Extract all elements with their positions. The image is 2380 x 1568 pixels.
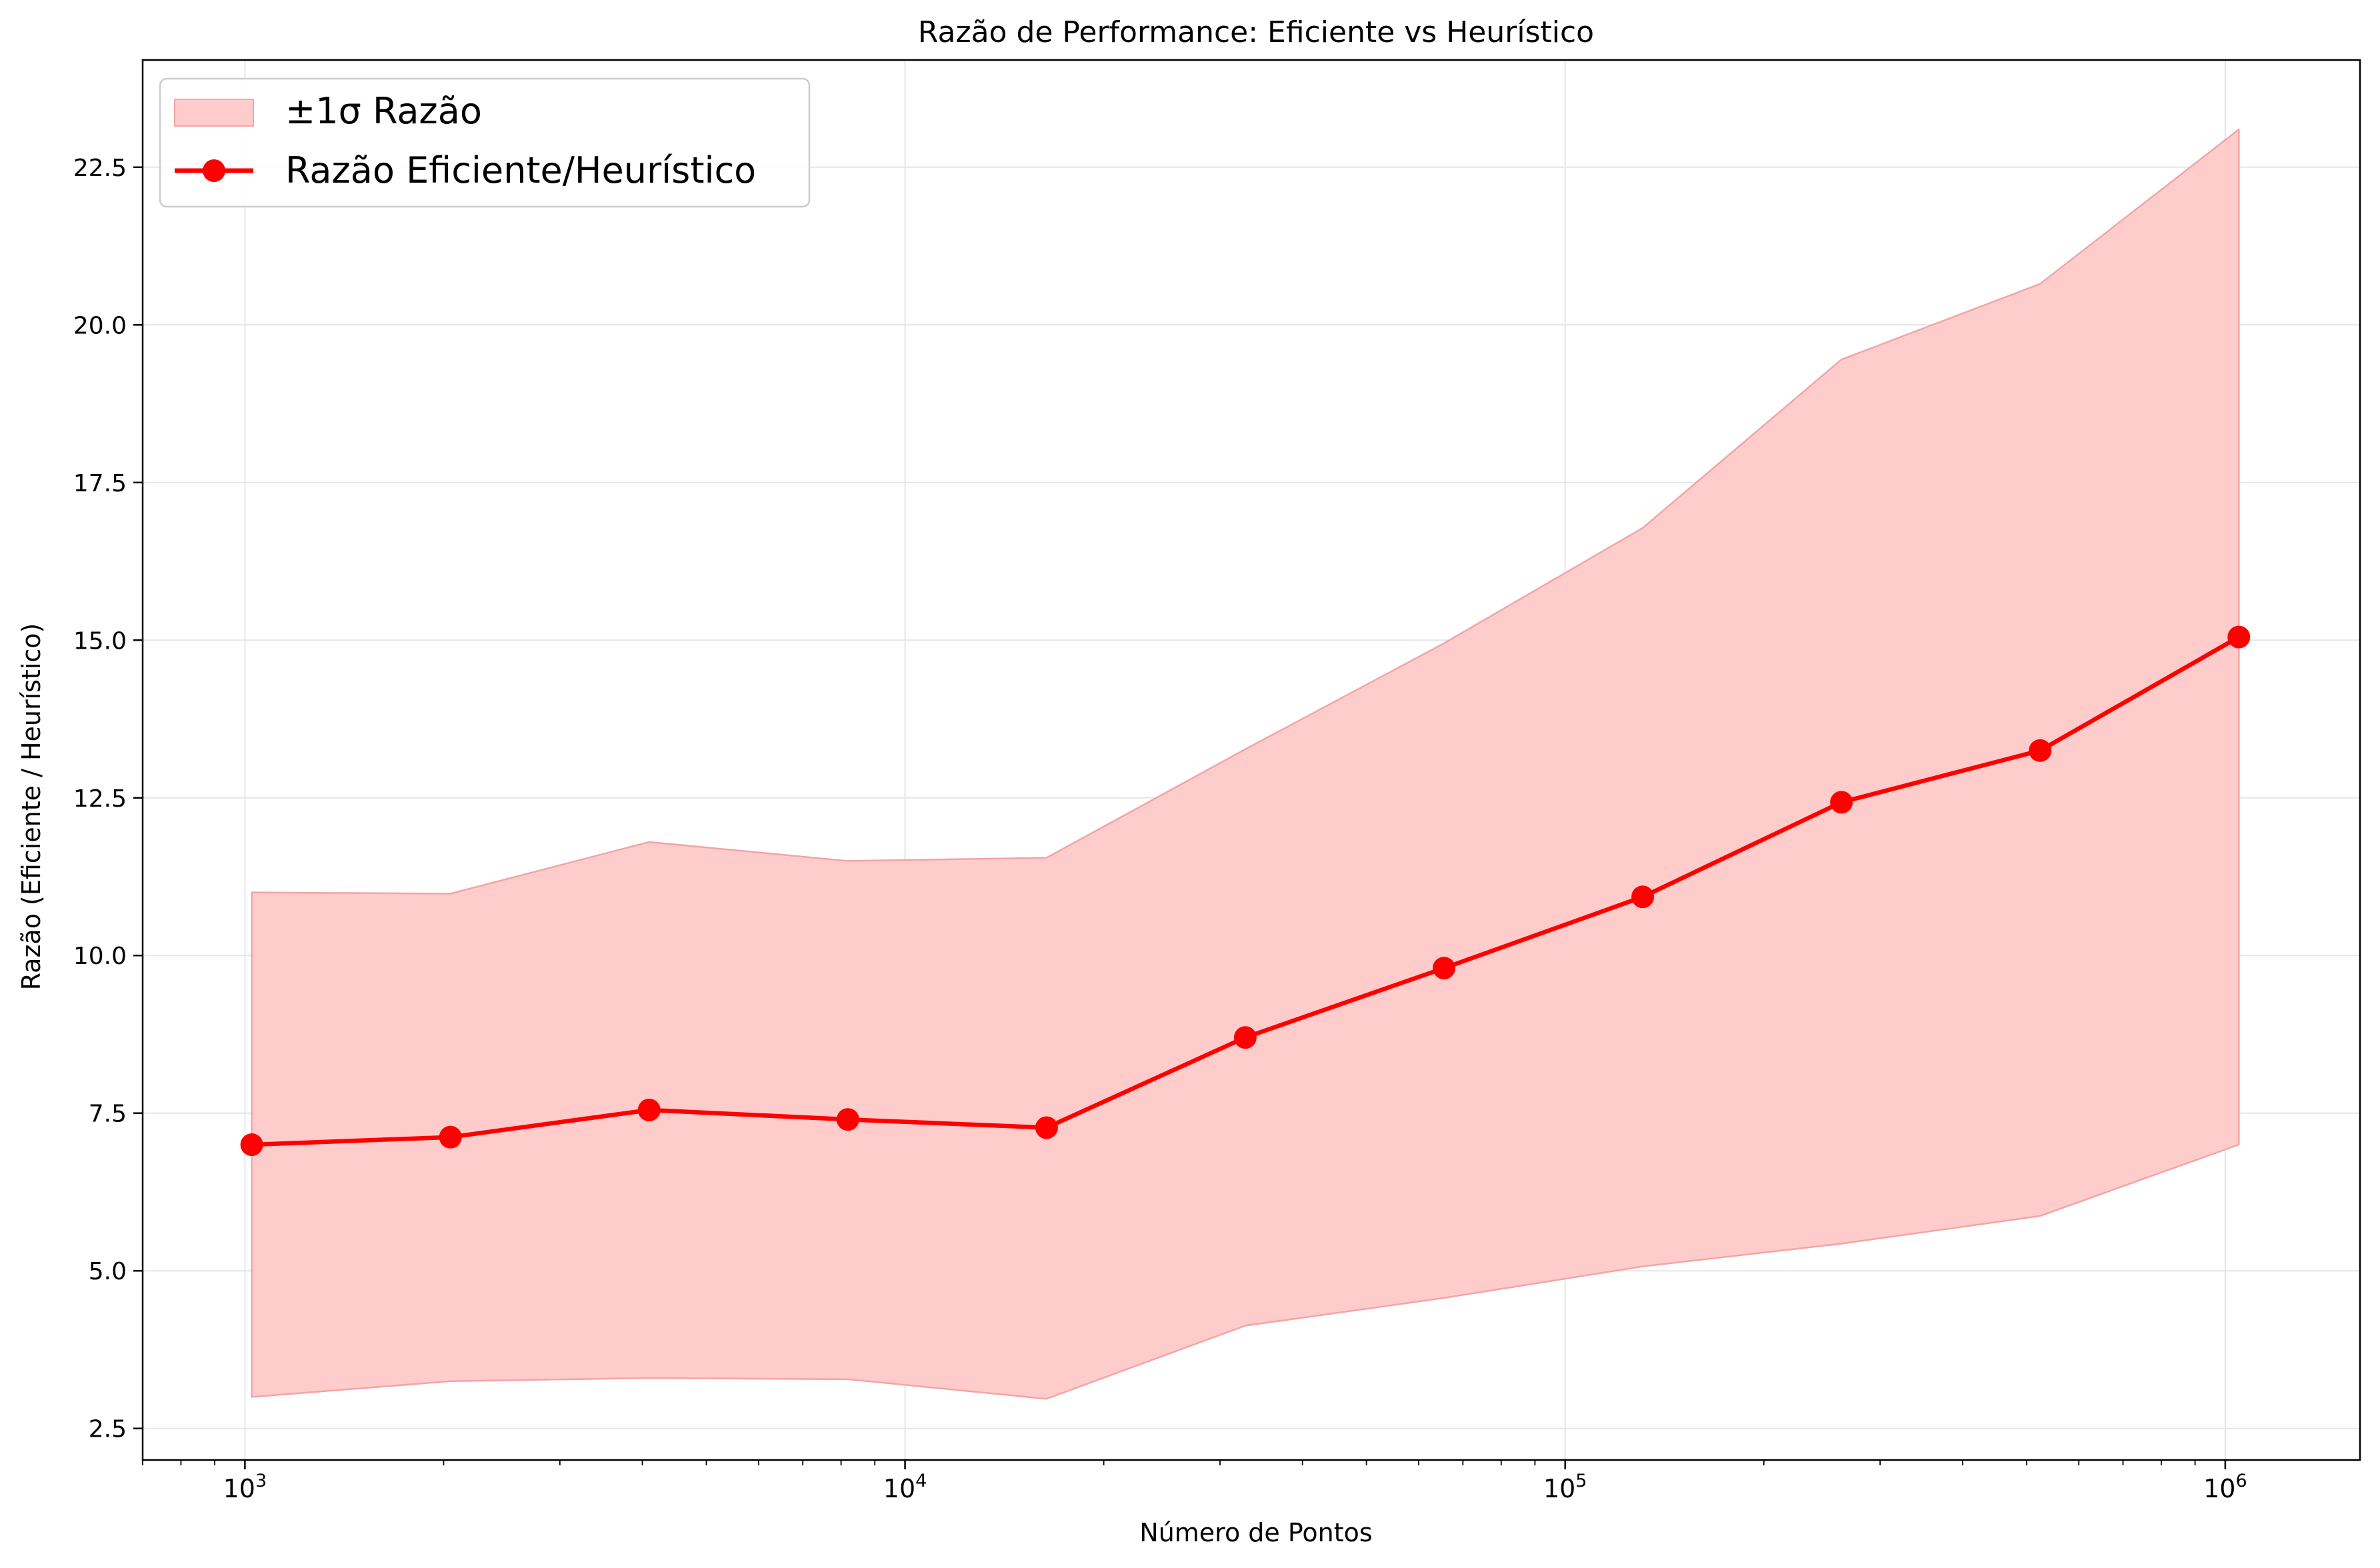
ratio-series	[240, 625, 2251, 1157]
x-tick-label: 106	[2203, 1471, 2247, 1503]
y-tick-label: 12.5	[73, 785, 127, 813]
y-tick-label: 17.5	[73, 470, 127, 497]
ratio-point	[2029, 739, 2052, 762]
x-tick-label: 105	[1543, 1471, 1587, 1503]
x-tick-label: 103	[223, 1471, 267, 1503]
x-axis-label: Número de Pontos	[1139, 1518, 1372, 1547]
ratio-point	[2227, 625, 2251, 649]
y-tick-label: 15.0	[73, 627, 127, 655]
ratio-point	[1233, 1026, 1257, 1049]
y-tick-label: 22.5	[73, 155, 127, 182]
y-tick-label: 10.0	[73, 943, 127, 970]
y-tick-label: 7.5	[89, 1101, 127, 1128]
ratio-point	[240, 1133, 263, 1157]
legend-marker-icon	[203, 159, 225, 182]
chart-title: Razão de Performance: Eficiente vs Heurí…	[918, 15, 1594, 49]
x-tick-label: 104	[883, 1471, 927, 1503]
ticks	[133, 166, 2227, 1469]
ratio-point	[1631, 885, 1655, 909]
axes-frame	[141, 59, 2361, 1461]
legend-box	[159, 77, 811, 208]
legend-line-label: Razão Eficiente/Heurístico	[285, 149, 756, 191]
legend: ±1σ Razão Razão Eficiente/Heurístico	[159, 77, 811, 208]
y-tick-label: 5.0	[89, 1258, 127, 1285]
ratio-point	[1433, 957, 1456, 980]
ratio-point	[439, 1125, 462, 1149]
y-tick-label: 2.5	[89, 1416, 127, 1443]
legend-band-label: ±1σ Razão	[285, 90, 482, 132]
sigma-band-area	[251, 128, 2240, 1400]
tick-labels: 2.5 5.0 7.5 10.0 12.5 15.0 17.5 20.0 22.5 103 104 1…	[73, 155, 2247, 1503]
legend-band-swatch	[174, 99, 254, 127]
ratio-point	[836, 1108, 859, 1131]
y-tick-label: 20.0	[73, 312, 127, 339]
ratio-point	[1830, 791, 1853, 814]
y-axis-label: Razão (Eficiente / Heurístico)	[17, 623, 46, 991]
ratio-point	[1035, 1116, 1058, 1139]
sigma-band	[251, 128, 2240, 1400]
ratio-point	[637, 1099, 661, 1121]
